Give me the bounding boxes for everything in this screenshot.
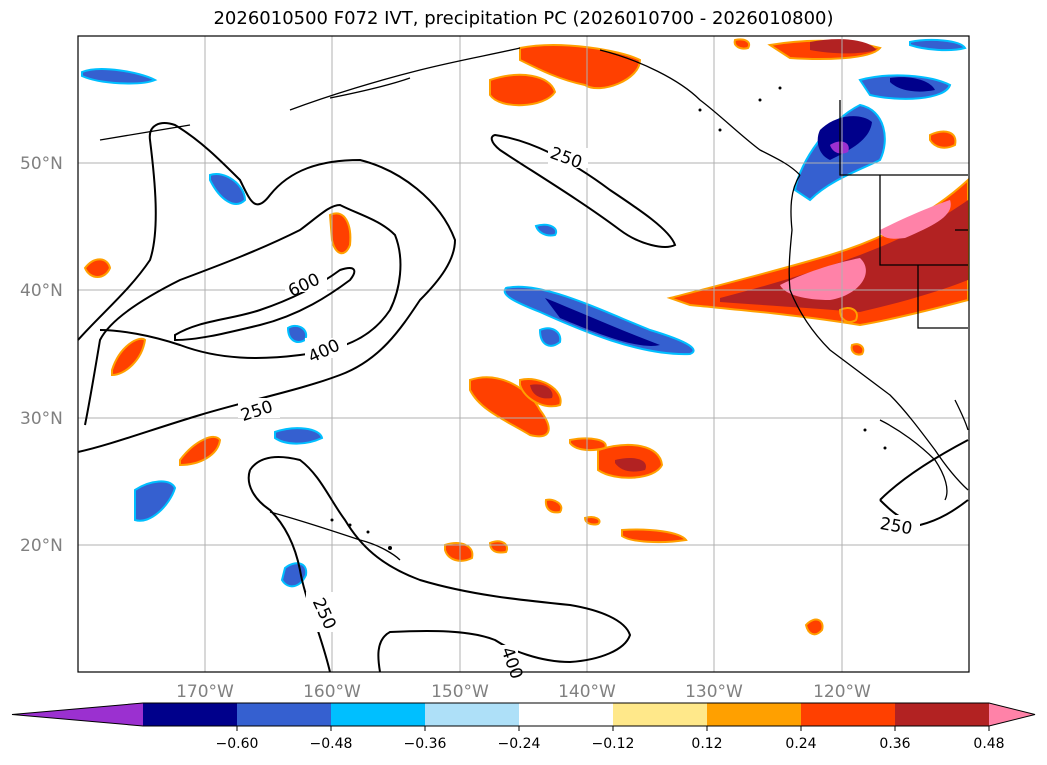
- lon-label-170w: 170°W: [176, 682, 234, 702]
- colorbar-tick-label: 0.48: [973, 736, 1004, 752]
- shade-navy: [545, 77, 935, 346]
- latitude-labels: 50°N 40°N 30°N 20°N: [20, 154, 63, 556]
- colorbar-tick-label: 0.12: [691, 736, 722, 752]
- lat-label-50n: 50°N: [20, 154, 63, 174]
- colorbar-segment: [707, 703, 802, 726]
- colorbar-extend-high: [989, 703, 1035, 726]
- coastlines: [99, 47, 969, 561]
- colorbar-extend-low: [12, 703, 143, 726]
- colorbar-segment: [801, 703, 896, 726]
- lon-label-120w: 120°W: [813, 682, 871, 702]
- colorbar-segment: [425, 703, 520, 726]
- map-frame: [77, 35, 970, 673]
- colorbar-tick-label: −0.12: [592, 736, 635, 752]
- shade-orange-red: [83, 38, 957, 636]
- lat-label-30n: 30°N: [20, 409, 63, 429]
- colorbar-segment: [237, 703, 332, 726]
- ivt-contour-labels: 250 600 400 250 400 250 250: [238, 143, 920, 682]
- colorbar-tick-label: 0.36: [879, 736, 910, 752]
- lon-label-150w: 150°W: [431, 682, 489, 702]
- colorbar-tick-label: 0.24: [785, 736, 816, 752]
- lat-label-20n: 20°N: [20, 536, 63, 556]
- colorbar-outline: [11, 702, 1036, 727]
- colorbar-tick-label: −0.48: [310, 736, 353, 752]
- colorbar-tick-label: −0.60: [216, 736, 259, 752]
- colorbar-tick-label: −0.24: [498, 736, 541, 752]
- lon-label-160w: 160°W: [303, 682, 361, 702]
- island-specks: [330, 86, 887, 550]
- colorbar: −0.60 −0.48 −0.36 −0.24 −0.12 0.12 0.24 0.36 0.4…: [11, 702, 1036, 752]
- colorbar-tick-label: −0.36: [404, 736, 447, 752]
- map-panel: 250 600 400 250 400 250 250: [77, 35, 970, 682]
- lon-label-140w: 140°W: [558, 682, 616, 702]
- colorbar-segment: [331, 703, 426, 726]
- colorbar-segment: [895, 703, 990, 726]
- lat-label-40n: 40°N: [20, 281, 63, 301]
- colorbar-segment: [519, 703, 614, 726]
- longitude-labels: 170°W 160°W 150°W 140°W 130°W 120°W: [176, 682, 871, 702]
- colorbar-segment: [613, 703, 708, 726]
- map-title: 2026010500 F072 IVT, precipitation PC (2…: [213, 8, 834, 29]
- lon-label-130w: 130°W: [685, 682, 743, 702]
- shade-dark-red: [530, 39, 876, 472]
- colorbar-segment: [143, 703, 238, 726]
